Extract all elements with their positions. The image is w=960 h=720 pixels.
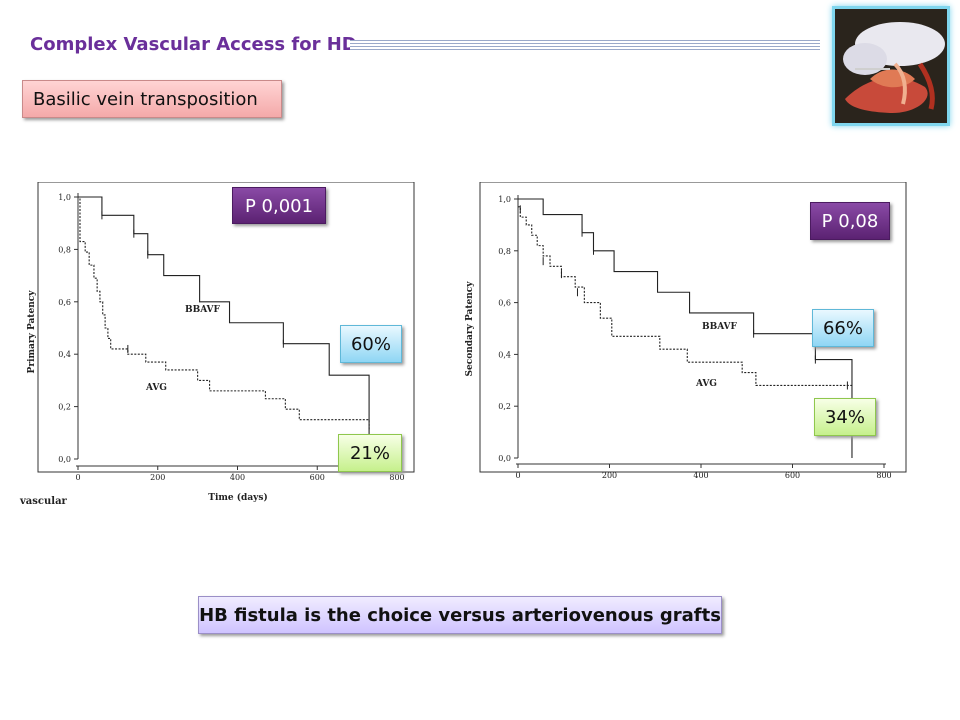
y-tick-label: 0,4 <box>58 350 71 359</box>
series-label-bbavf: BBAVF <box>185 305 221 315</box>
surgery-photo <box>832 6 950 126</box>
x-tick-label: 0 <box>75 473 80 482</box>
x-tick-label: 200 <box>150 473 165 482</box>
y-tick-label: 0,8 <box>498 247 511 256</box>
slide-title: Complex Vascular Access for HD <box>30 34 357 55</box>
bbavf-percent-right: 66% <box>812 309 874 347</box>
series-label-bbavf: BBAVF <box>702 322 738 332</box>
y-tick-label: 0,0 <box>498 454 511 463</box>
subtitle-box: Basilic vein transposition <box>22 80 282 118</box>
conclusion-box: HB fistula is the choice versus arteriov… <box>198 596 722 634</box>
x-tick-label: 800 <box>389 473 404 482</box>
avg-percent-left: 21% <box>338 434 402 472</box>
x-tick-label: 200 <box>602 471 617 480</box>
series-avg-line <box>78 196 370 431</box>
y-tick-label: 0,6 <box>498 299 511 308</box>
y-tick-label: 0,6 <box>58 298 71 307</box>
series-bbavf-line <box>78 196 370 459</box>
bbavf-percent-left: 60% <box>340 325 402 363</box>
primary-patency-chart: 0,0 0,2 0,4 0,6 0,8 1,0 0 200 400 600 800 Time (day… <box>27 182 415 502</box>
y-axis-label: Secondary Patency <box>465 281 475 377</box>
avg-percent-right: 34% <box>814 398 876 436</box>
x-tick-label: 400 <box>693 471 708 480</box>
y-tick-label: 1,0 <box>58 193 71 202</box>
plot-frame <box>37 182 415 473</box>
x-tick-label: 600 <box>310 473 325 482</box>
x-axis-label: Time (days) <box>208 492 267 502</box>
plot-frame <box>479 182 907 473</box>
y-tick-label: 0,2 <box>498 402 511 411</box>
x-tick-label: 400 <box>230 473 245 482</box>
x-tick-label: 600 <box>785 471 800 480</box>
p-value-left: P 0,001 <box>232 187 326 224</box>
y-tick-label: 1,0 <box>498 195 511 204</box>
series-label-avg: AVG <box>145 383 167 393</box>
series-label-avg: AVG <box>695 379 717 389</box>
y-tick-label: 0,8 <box>58 245 71 254</box>
series-avg-line <box>518 206 852 387</box>
x-tick-label: 0 <box>515 471 520 480</box>
series-bbavf-line <box>518 198 853 458</box>
y-tick-label: 0,4 <box>498 350 511 359</box>
crop-fragment-label: vascular <box>20 496 67 507</box>
p-value-right: P 0,08 <box>810 202 890 240</box>
y-tick-label: 0,2 <box>58 403 71 412</box>
x-tick-label: 800 <box>876 471 891 480</box>
y-tick-label: 0,0 <box>58 455 71 464</box>
y-axis-label: Primary Patency <box>27 290 37 374</box>
title-decoration-lines <box>350 40 820 52</box>
